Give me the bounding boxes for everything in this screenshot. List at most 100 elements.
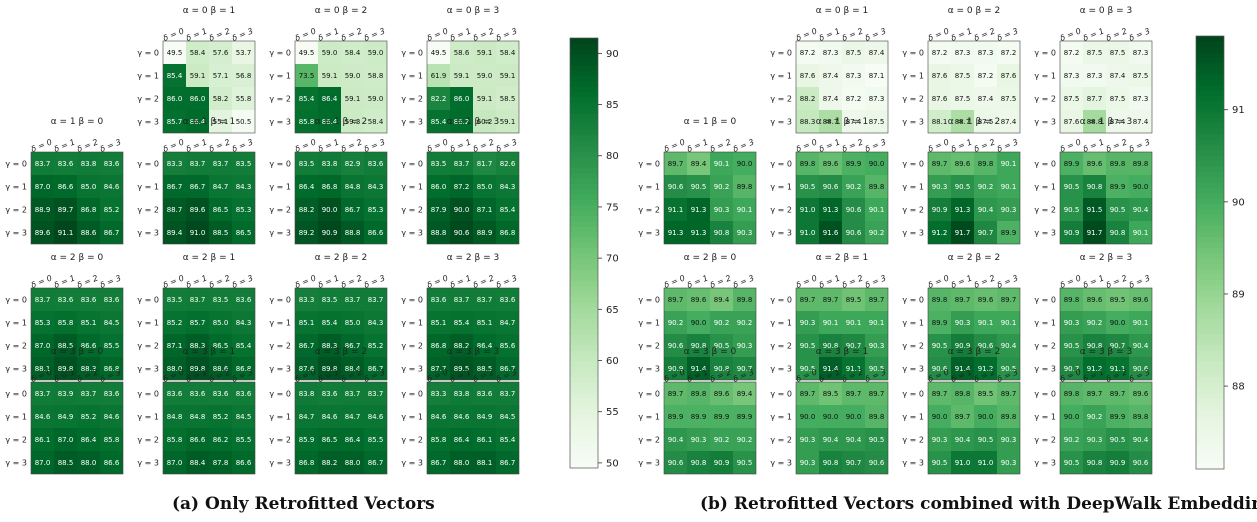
heatmap-cell [796, 288, 819, 311]
subplot-frame [426, 381, 520, 475]
heatmap-cell [77, 405, 100, 428]
cell-value-label: 83.7 [345, 390, 361, 398]
row-tick-label: γ = 0 [770, 160, 792, 169]
heatmap-cell [865, 198, 888, 221]
cell-value-label: 86.8 [500, 229, 516, 237]
row-tick-label: γ = 0 [269, 296, 291, 305]
heatmap-cell [427, 428, 450, 451]
heatmap-cell [186, 41, 209, 64]
cell-value-label: 88.5 [213, 229, 229, 237]
heatmap-cell [496, 152, 519, 175]
row-tick-label: γ = 3 [269, 365, 291, 374]
heatmap-cell [687, 357, 710, 380]
colorbar-segment [1196, 192, 1224, 199]
colorbar-segment [1196, 447, 1224, 454]
column-tick-label: δ = 3 [495, 137, 519, 154]
colorbar-segment [1196, 214, 1224, 221]
colorbar-segment [570, 446, 598, 453]
heatmap-cell [232, 198, 255, 221]
cell-value-label: 90.5 [932, 459, 948, 467]
colorbar-segment [1196, 203, 1224, 210]
cell-value-label: 85.1 [431, 319, 447, 327]
cell-value-label: 88.0 [454, 459, 470, 467]
cell-value-label: 58.2 [213, 95, 229, 103]
cell-value-label: 87.5 [955, 72, 971, 80]
cell-value-label: 83.7 [477, 296, 493, 304]
colorbar-frame [569, 37, 599, 469]
cell-value-label: 90.3 [1001, 436, 1017, 444]
cell-value-label: 90.5 [800, 342, 816, 350]
column-tick-label: δ = 3 [363, 137, 387, 154]
colorbar-tick-label: 88 [1232, 382, 1245, 393]
cell-value-label: 83.6 [190, 390, 206, 398]
heatmap-cell [865, 110, 888, 133]
cell-value-label: 88.7 [955, 118, 971, 126]
cell-value-label: 89.8 [190, 365, 206, 373]
heatmap-cell [1129, 110, 1152, 133]
column-tick-label: δ = 2 [973, 26, 997, 43]
heatmap-cell [209, 152, 232, 175]
row-tick-label: γ = 2 [902, 436, 924, 445]
heatmap-cell [951, 451, 974, 474]
cell-value-label: 89.5 [846, 296, 862, 304]
heatmap-cell [295, 152, 318, 175]
colorbar-segment [570, 150, 598, 157]
subplot-title: α = 2 β = 1 [183, 253, 236, 263]
cell-value-label: 85.0 [213, 319, 229, 327]
heatmap-cell [1106, 175, 1129, 198]
row-tick-label: γ = 2 [638, 342, 660, 351]
heatmap-cell [710, 311, 733, 334]
heatmap-cell [951, 64, 974, 87]
heatmap-cell [819, 382, 842, 405]
heatmap-cell [710, 334, 733, 357]
subplot-frame [1059, 40, 1153, 134]
heatmap-cell [232, 41, 255, 64]
colorbar-segment [1196, 220, 1224, 227]
colorbar-segment [570, 210, 598, 216]
cell-value-label: 87.0 [35, 459, 51, 467]
heatmap-cell [664, 152, 687, 175]
heatmap-cell [796, 311, 819, 334]
column-tick-label: δ = 0 [30, 273, 54, 290]
heatmap-cell [687, 382, 710, 405]
row-tick-label: γ = 1 [638, 183, 660, 192]
heatmap-cell [209, 64, 232, 87]
colorbar-segment [1196, 339, 1224, 346]
row-tick-label: γ = 3 [638, 229, 660, 238]
colorbar-segment [570, 258, 598, 265]
cell-value-label: 87.3 [1087, 72, 1103, 80]
heatmap-cell [364, 152, 387, 175]
cell-value-label: 90.4 [978, 206, 994, 214]
cell-value-label: 90.4 [846, 436, 862, 444]
cell-value-label: 90.6 [823, 183, 839, 191]
subplot-title: α = 0 β = 3 [447, 6, 500, 16]
heatmap-cell [100, 405, 123, 428]
cell-value-label: 90.2 [978, 183, 994, 191]
cell-value-label: 85.4 [167, 72, 183, 80]
cell-value-label: 88.1 [35, 365, 51, 373]
heatmap-cell [928, 152, 951, 175]
cell-value-label: 86.2 [213, 436, 229, 444]
subplot-title: α = 2 β = 2 [948, 253, 1001, 263]
colorbar-segment [1196, 252, 1224, 259]
heatmap-cell [318, 175, 341, 198]
cell-value-label: 83.5 [167, 296, 183, 304]
row-tick-label: γ = 0 [638, 160, 660, 169]
row-tick-label: γ = 1 [638, 413, 660, 422]
heatmap-cell [163, 311, 186, 334]
column-tick-label: δ = 1 [950, 137, 974, 154]
heatmap-cell [473, 87, 496, 110]
cell-value-label: 91.0 [800, 229, 816, 237]
heatmap-cell [341, 357, 364, 380]
cell-value-label: 87.5 [1001, 95, 1017, 103]
cell-value-label: 84.7 [299, 413, 315, 421]
heatmap-cell [450, 382, 473, 405]
heatmap-cell [928, 221, 951, 244]
colorbar-segment [1196, 236, 1224, 243]
heatmap-cell [496, 357, 519, 380]
heatmap-cell [450, 357, 473, 380]
heatmap-cell [951, 288, 974, 311]
heatmap-cell [951, 110, 974, 133]
